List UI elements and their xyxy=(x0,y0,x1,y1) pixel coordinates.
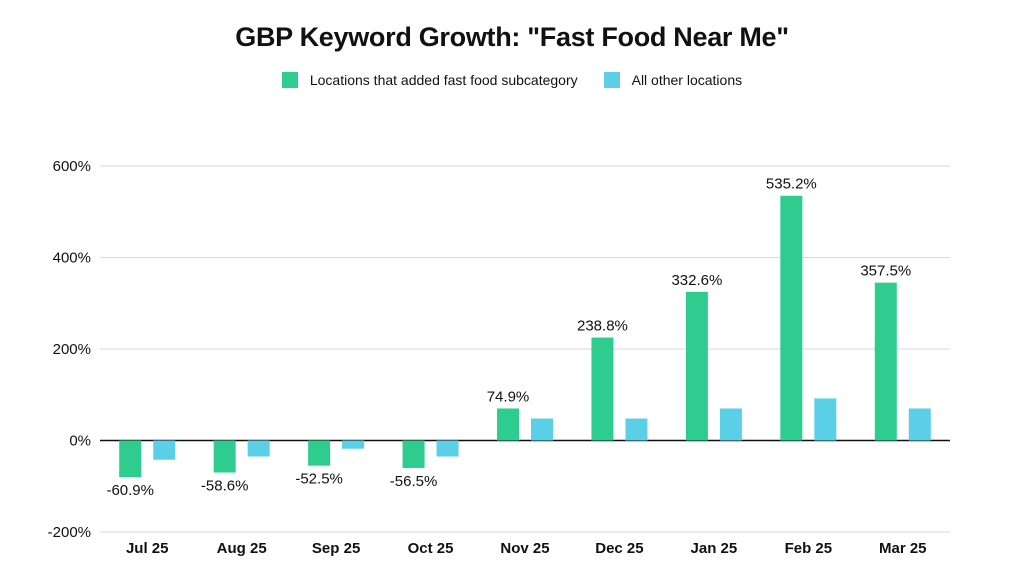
data-label: 238.8% xyxy=(577,318,628,335)
y-tick-label: 0% xyxy=(69,433,91,450)
data-label: 357.5% xyxy=(860,263,911,280)
data-label: -60.9% xyxy=(106,482,154,499)
data-label: -58.6% xyxy=(201,478,249,495)
bar-added-subcategory xyxy=(402,440,425,468)
legend-swatch-added-subcategory xyxy=(281,72,298,88)
bar-other-locations xyxy=(436,440,459,457)
x-category-label: Jul 25 xyxy=(126,540,169,557)
x-category-label: Nov 25 xyxy=(500,540,549,557)
x-category-label: Mar 25 xyxy=(879,540,927,557)
legend: Locations that added fast food subcatego… xyxy=(0,72,1024,88)
bar-other-locations xyxy=(247,440,270,457)
bar-other-locations xyxy=(908,408,931,441)
legend-swatch-other-locations xyxy=(603,72,620,88)
y-tick-label: 600% xyxy=(53,158,91,175)
legend-item-other-locations: All other locations xyxy=(603,72,743,88)
bar-added-subcategory xyxy=(308,440,331,466)
x-category-label: Dec 25 xyxy=(595,540,643,557)
x-category-label: Jan 25 xyxy=(691,540,738,557)
bar-other-locations xyxy=(625,418,648,441)
x-category-label: Feb 25 xyxy=(785,540,833,557)
x-category-label: Oct 25 xyxy=(408,540,454,557)
y-tick-label: 200% xyxy=(53,341,91,358)
data-label: 332.6% xyxy=(671,272,722,289)
bar-other-locations xyxy=(342,440,365,449)
bar-added-subcategory xyxy=(874,282,897,441)
data-label: -56.5% xyxy=(390,473,438,490)
legend-label-other-locations: All other locations xyxy=(631,72,743,88)
legend-item-added-subcategory: Locations that added fast food subcatego… xyxy=(281,72,578,88)
x-category-label: Sep 25 xyxy=(312,540,360,557)
x-category-label: Aug 25 xyxy=(217,540,267,557)
data-label: -52.5% xyxy=(295,471,343,488)
bar-other-locations xyxy=(719,408,742,441)
bar-added-subcategory xyxy=(497,408,519,441)
chart-title: GBP Keyword Growth: "Fast Food Near Me" xyxy=(235,22,789,52)
y-tick-label: -200% xyxy=(48,524,91,541)
bar-other-locations xyxy=(153,440,176,460)
bar-other-locations xyxy=(531,418,553,441)
y-tick-label: 400% xyxy=(53,250,91,267)
bar-added-subcategory xyxy=(780,195,803,441)
data-label: 74.9% xyxy=(487,388,530,405)
bar-added-subcategory xyxy=(119,440,142,478)
legend-label-added-subcategory: Locations that added fast food subcatego… xyxy=(309,72,578,88)
bar-added-subcategory xyxy=(591,337,614,441)
bar-other-locations xyxy=(814,398,837,441)
bar-added-subcategory xyxy=(685,291,708,441)
data-label: 535.2% xyxy=(766,176,817,193)
bar-added-subcategory xyxy=(213,440,236,473)
